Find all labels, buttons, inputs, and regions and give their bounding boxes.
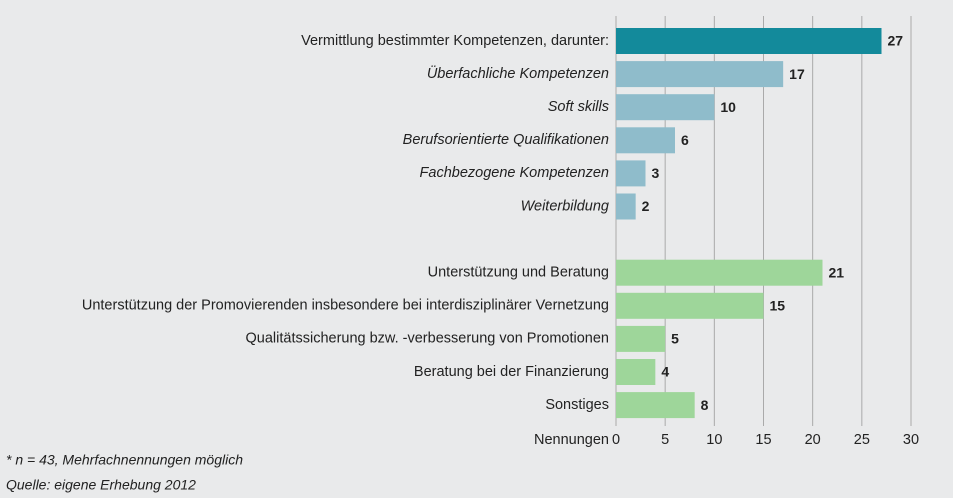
category-label: Qualitätssicherung bzw. -verbesserung vo… <box>246 331 610 347</box>
x-tick-label: 5 <box>661 432 669 448</box>
category-label: Beratung bei der Finanzierung <box>414 364 609 380</box>
bar <box>616 359 656 385</box>
data-label: 3 <box>652 165 660 181</box>
bar <box>616 325 666 352</box>
bar <box>616 160 646 187</box>
data-label: 2 <box>642 198 650 214</box>
bar <box>616 28 882 54</box>
data-label: 10 <box>720 99 736 115</box>
bar <box>616 127 675 154</box>
x-tick-label: 20 <box>805 432 821 448</box>
category-label: Fachbezogene Kompetenzen <box>420 165 609 181</box>
data-label: 4 <box>661 364 669 380</box>
x-tick-label: 30 <box>903 432 919 448</box>
data-label: 21 <box>829 264 845 280</box>
bar <box>616 392 695 419</box>
bar <box>616 94 715 121</box>
data-label: 5 <box>671 331 679 347</box>
category-label: Weiterbildung <box>521 198 609 214</box>
x-axis-label: Nennungen <box>534 432 609 448</box>
category-label: Unterstützung der Promovierenden insbeso… <box>82 298 609 314</box>
bar <box>616 193 636 220</box>
x-tick-label: 10 <box>706 432 722 448</box>
data-label: 27 <box>888 33 904 49</box>
x-tick-label: 15 <box>755 432 771 448</box>
data-label: 17 <box>789 66 805 82</box>
data-label: 6 <box>681 132 689 148</box>
category-label: Unterstützung und Beratung <box>428 265 609 281</box>
category-label: Vermittlung bestimmter Kompetenzen, daru… <box>301 33 609 49</box>
category-label: Überfachliche Kompetenzen <box>427 64 609 82</box>
note: * n = 43, Mehrfachnennungen möglich <box>6 452 243 468</box>
category-label: Sonstiges <box>545 397 609 413</box>
bar <box>616 292 764 319</box>
bar <box>616 259 823 286</box>
data-label: 15 <box>770 298 786 314</box>
bar <box>616 61 784 88</box>
note: Quelle: eigene Erhebung 2012 <box>6 477 196 493</box>
category-label: Soft skills <box>548 99 609 115</box>
data-label: 8 <box>701 397 709 413</box>
x-tick-label: 0 <box>612 432 620 448</box>
x-tick-label: 25 <box>854 432 870 448</box>
category-label: Berufsorientierte Qualifikationen <box>403 132 609 148</box>
